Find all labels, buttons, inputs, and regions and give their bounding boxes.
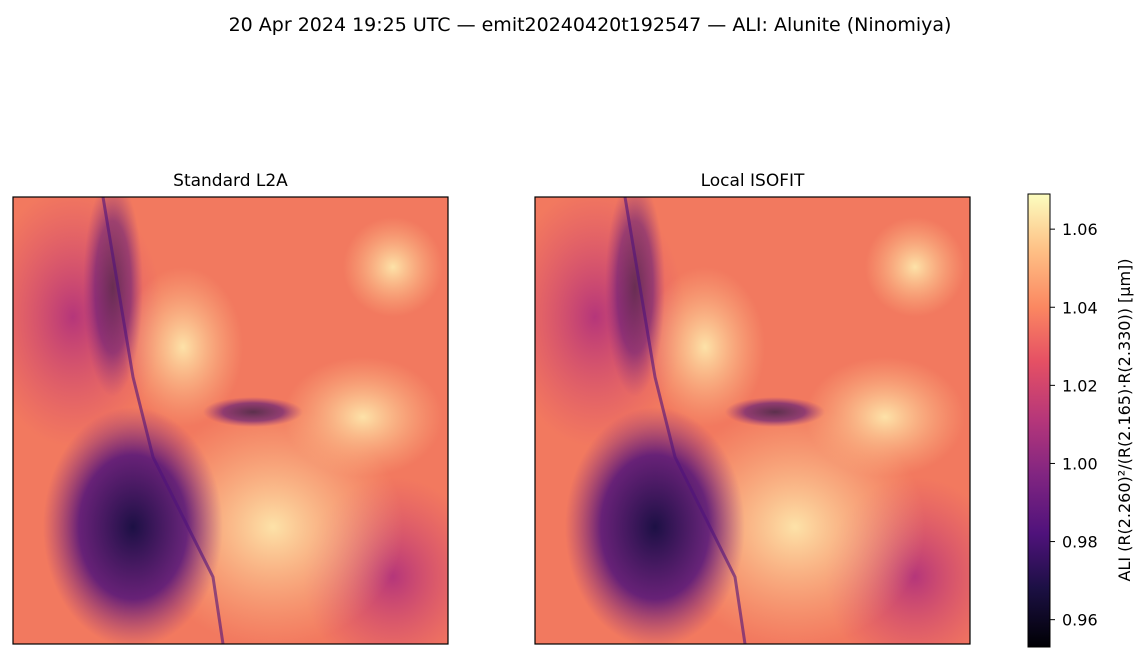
panel-image bbox=[13, 197, 448, 644]
panel-frame bbox=[12, 196, 449, 645]
panel-title: Local ISOFIT bbox=[701, 171, 805, 191]
colorbar bbox=[1027, 193, 1051, 648]
figure-title: 20 Apr 2024 19:25 UTC — emit20240420t192… bbox=[229, 14, 952, 36]
colorbar-ticks: 0.96 0.98 1.00 1.02 1.04 1.06 bbox=[1050, 220, 1098, 630]
panel-image bbox=[535, 197, 970, 644]
colorbar-label: ALI (R(2.260)²/(R(2.165)·R(2.330)) [µm]) bbox=[1115, 258, 1134, 581]
colorbar-tick-label: 1.04 bbox=[1062, 298, 1098, 317]
colorbar-tick-label: 1.06 bbox=[1062, 220, 1098, 239]
panels: Standard L2A Local ISOFIT bbox=[12, 171, 971, 645]
colorbar-tick-label: 0.96 bbox=[1062, 611, 1098, 630]
panel-frame bbox=[534, 196, 971, 645]
colorbar-tick-label: 1.02 bbox=[1062, 376, 1098, 395]
colorbar-tick-label: 0.98 bbox=[1062, 533, 1098, 552]
colorbar-tick-label: 1.00 bbox=[1062, 454, 1098, 473]
panel-title: Standard L2A bbox=[173, 171, 288, 191]
